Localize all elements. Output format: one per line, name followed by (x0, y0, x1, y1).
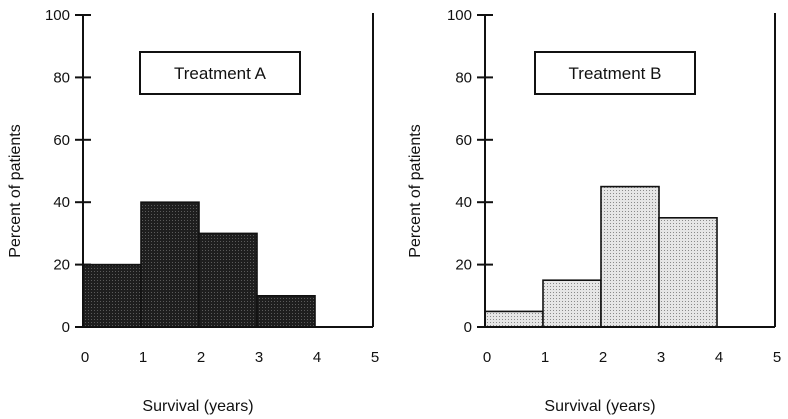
x-tick-label: 2 (599, 349, 607, 366)
histogram-bar (82, 263, 142, 328)
histogram-bar (542, 279, 602, 328)
x-axis-title: Survival (years) (544, 398, 655, 415)
y-tick-label: 40 (53, 194, 70, 211)
y-tick-label: 100 (45, 7, 70, 24)
histogram-bar (600, 185, 660, 328)
histogram-bar (484, 310, 544, 328)
title-box (139, 51, 301, 95)
y-axis-title: Percent of patients (407, 124, 424, 257)
title-box (534, 51, 696, 95)
y-tick-label: 20 (455, 257, 472, 274)
y-tick-label: 80 (455, 69, 472, 86)
x-tick-label: 0 (483, 349, 491, 366)
x-tick-label: 1 (139, 349, 147, 366)
chart-title: Treatment B (569, 64, 662, 83)
x-tick-label: 3 (255, 349, 263, 366)
x-axis-title: Survival (years) (142, 398, 253, 415)
x-tick-label: 5 (773, 349, 781, 366)
y-tick-label: 0 (62, 319, 70, 336)
histogram-bar (256, 294, 316, 328)
x-tick-label: 4 (715, 349, 723, 366)
y-tick-label: 60 (455, 132, 472, 149)
panel-treatment-b: 0 20 40 60 80 100 0 1 2 3 4 5 Survival (years) Percen… (407, 7, 781, 415)
y-tick-label: 0 (464, 319, 472, 336)
x-tick-label: 4 (313, 349, 321, 366)
y-tick-label: 80 (53, 69, 70, 86)
x-tick-label: 1 (541, 349, 549, 366)
y-tick-label: 20 (53, 257, 70, 274)
y-axis-title: Percent of patients (7, 124, 24, 257)
panel-treatment-a: 0 20 40 60 80 100 0 1 2 3 4 5 Survival (years) Percen… (7, 7, 379, 415)
histogram-bar (658, 217, 718, 328)
histogram-bar (140, 201, 200, 328)
histogram-bar (198, 232, 258, 328)
x-tick-label: 3 (657, 349, 665, 366)
y-tick-label: 40 (455, 194, 472, 211)
x-tick-label: 0 (81, 349, 89, 366)
x-tick-label: 2 (197, 349, 205, 366)
y-tick-label: 100 (447, 7, 472, 24)
x-tick-label: 5 (371, 349, 379, 366)
chart-title: Treatment A (174, 64, 267, 83)
y-tick-label: 60 (53, 132, 70, 149)
